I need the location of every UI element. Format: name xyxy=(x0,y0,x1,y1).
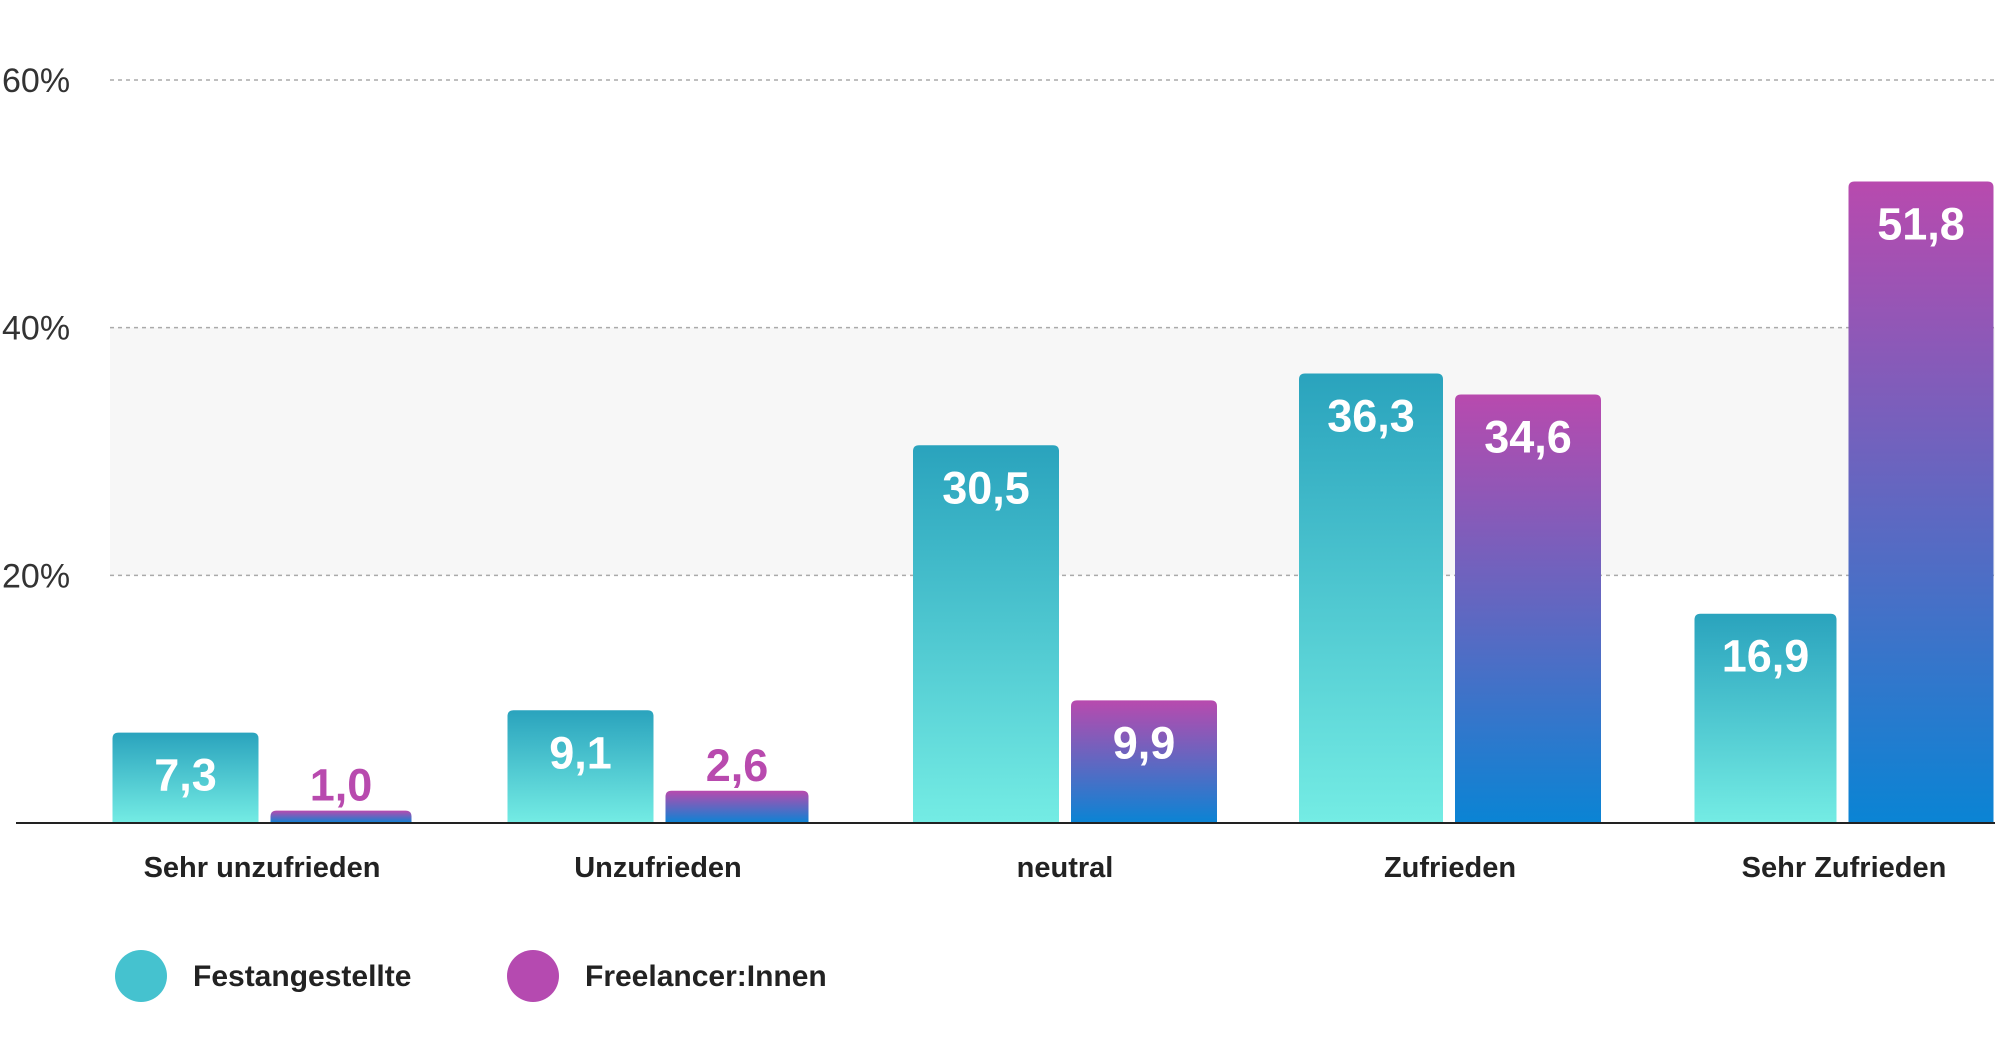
bar-festangestellte-3 xyxy=(1299,373,1443,823)
bar-freelancer-3 xyxy=(1455,394,1601,823)
category-label: Sehr Zufrieden xyxy=(1742,852,1947,884)
legend-label: Festangestellte xyxy=(193,960,411,993)
bar-freelancer-0 xyxy=(270,810,412,823)
bar-festangestellte-1 xyxy=(507,710,654,823)
data-label: 7,3 xyxy=(154,750,217,801)
data-label: 9,1 xyxy=(549,727,612,778)
category-label: neutral xyxy=(1017,852,1114,884)
bar-freelancer-2 xyxy=(1071,700,1217,823)
y-tick-label: 20% xyxy=(2,557,70,595)
bar-festangestellte-4 xyxy=(1694,613,1837,823)
category-label: Unzufrieden xyxy=(574,852,742,884)
legend-swatch-freelancer xyxy=(507,950,559,1002)
y-tick-label: 60% xyxy=(2,62,70,100)
bar-festangestellte-0 xyxy=(112,732,259,823)
data-label: 34,6 xyxy=(1484,412,1572,463)
legend-swatch-festangestellte xyxy=(115,950,167,1002)
category-label: Sehr unzufrieden xyxy=(144,852,381,884)
category-label: Zufrieden xyxy=(1384,852,1516,884)
y-tick-label: 40% xyxy=(2,310,70,348)
data-label: 51,8 xyxy=(1877,199,1965,250)
bar-freelancer-1 xyxy=(665,790,809,823)
data-label: 16,9 xyxy=(1722,631,1810,682)
data-label: 36,3 xyxy=(1327,390,1415,441)
data-label: 2,6 xyxy=(706,740,769,791)
bar-freelancer-4 xyxy=(1848,181,1994,823)
data-label: 30,5 xyxy=(942,462,1030,513)
data-label: 9,9 xyxy=(1113,717,1176,768)
bar-festangestellte-2 xyxy=(913,445,1059,823)
data-label: 1,0 xyxy=(310,760,373,811)
legend-label: Freelancer:Innen xyxy=(585,960,827,993)
